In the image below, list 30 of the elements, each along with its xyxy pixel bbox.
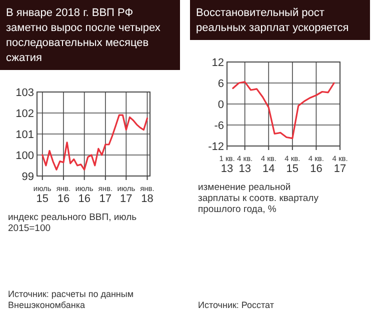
- y-tick-label: 103: [16, 87, 34, 99]
- x-tick-label: 4 кв. 14: [260, 154, 276, 175]
- x-tick-label: 4 кв. 16: [308, 154, 324, 175]
- y-tick-label: 99: [22, 171, 34, 183]
- x-axis-title: индекс реального ВВП, июль 2015=100: [8, 212, 137, 234]
- line-series: [42, 114, 148, 170]
- x-tick-label: 4 кв. 15: [284, 154, 300, 175]
- y-tick-label: 6: [218, 78, 224, 90]
- text: Источник: расчеты по данным Внешэкономбанка: [8, 289, 134, 310]
- x-tick-label: 4 кв. 13: [237, 154, 253, 175]
- x-tick-label: янв. 16: [56, 184, 71, 205]
- x-tick-label: 4 кв. 17: [332, 154, 348, 175]
- text: Источник: Росстат: [198, 300, 274, 310]
- y-tick-label: -12: [208, 141, 224, 153]
- x-tick-label: янв. 18: [140, 184, 154, 205]
- y-tick-label: 101: [16, 129, 34, 141]
- y-tick-label: -6: [214, 120, 224, 132]
- y-tick-label: 0: [218, 99, 224, 111]
- line-series: [232, 81, 335, 140]
- y-tick-label: 100: [16, 150, 34, 162]
- chart-title: В январе 2018 г. ВВП РФ заметно вырос после четырех последовательных месяцев сжатия: [6, 7, 161, 64]
- x-tick-label: июль 17: [117, 184, 136, 205]
- y-tick-label: 102: [16, 108, 34, 120]
- x-tick-label: янв. 17: [98, 184, 113, 205]
- chart-title: Восстановительный рост реальных зарплат ускоряется: [196, 7, 349, 34]
- x-axis-title: изменение реальной зарплаты к соотв. кварталу прошлого года, %: [198, 182, 319, 215]
- x-tick-label: июль 15: [33, 184, 52, 205]
- x-tick-label: 1 кв. 13: [219, 154, 235, 175]
- x-tick-label: июль 16: [75, 184, 94, 205]
- y-tick-label: 12: [212, 57, 224, 69]
